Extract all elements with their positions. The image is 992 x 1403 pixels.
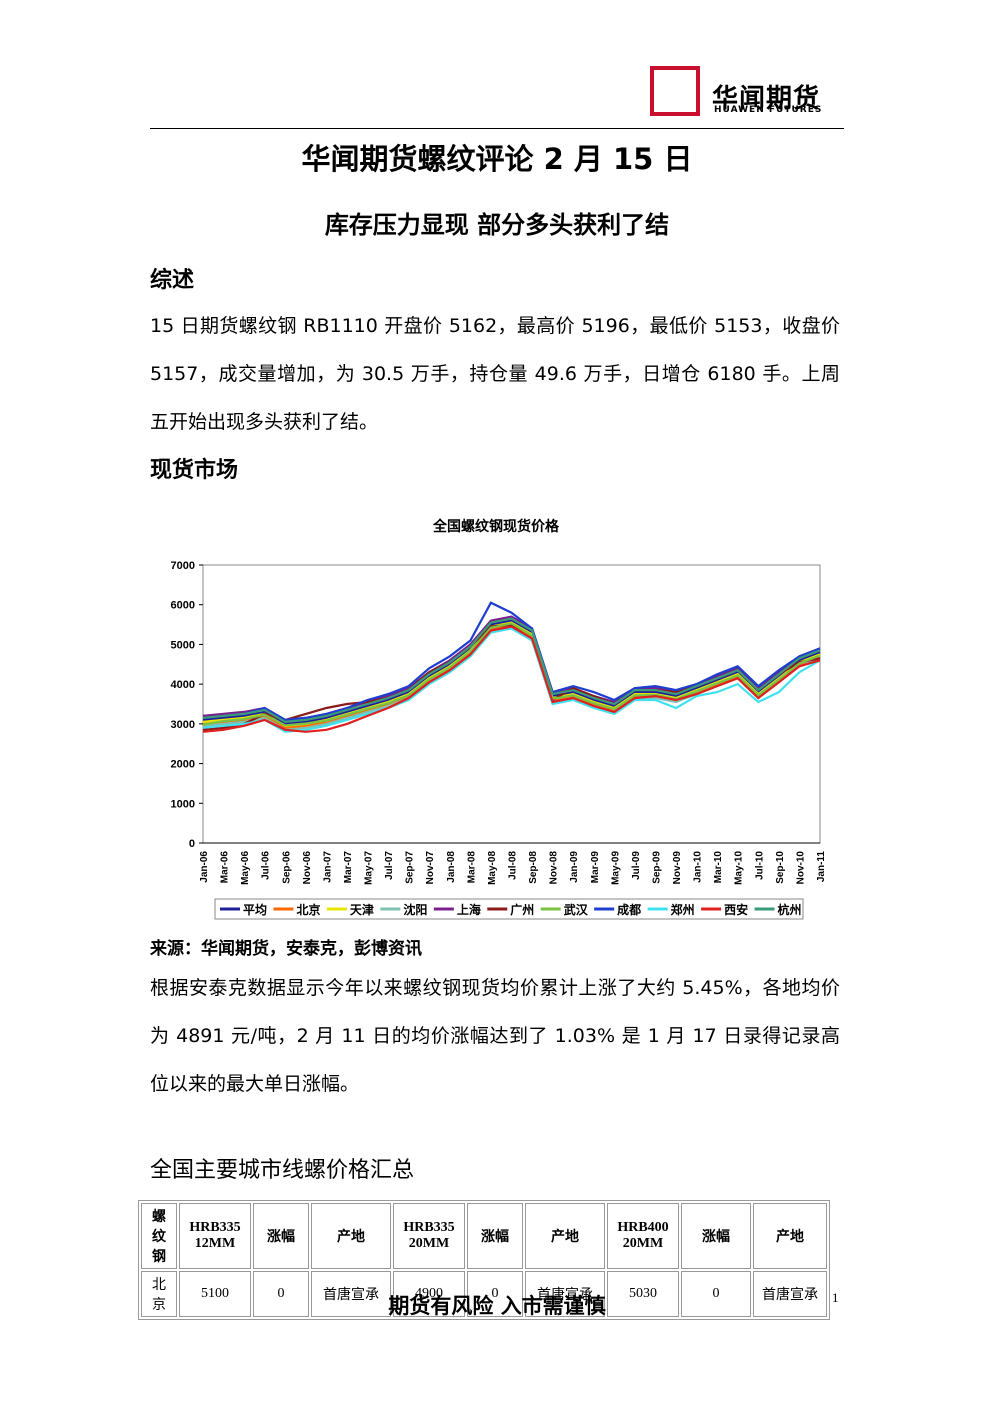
series-line <box>202 619 821 726</box>
series-line <box>202 601 821 722</box>
y-tick-label: 5000 <box>171 639 195 651</box>
x-tick-label: Jan-11 <box>816 851 827 883</box>
x-tick-label: Jul-07 <box>384 851 395 880</box>
legend-label: 平均 <box>243 902 267 917</box>
table-cell: 产地 <box>753 1203 827 1269</box>
table-cell: 产地 <box>525 1203 605 1269</box>
plot-area <box>202 564 821 844</box>
logo-subtext: HUAWEN FUTURES <box>714 105 823 115</box>
x-tick-label: Mar-07 <box>343 851 354 884</box>
heading: 现货市场 <box>150 458 239 483</box>
table-cell: 4900 <box>393 1271 465 1317</box>
series-line <box>202 627 821 733</box>
x-tick-label: Mar-06 <box>220 851 231 884</box>
legend-label: 天津 <box>350 902 374 917</box>
table-cell: HRB400 20MM <box>607 1203 679 1269</box>
table-cell: 0 <box>253 1271 309 1317</box>
legend-label: 杭州 <box>778 902 802 917</box>
subtitle: 库存压力显现 部分多头获利了结 <box>324 211 670 239</box>
paragraph: 根据安泰克数据显示今年以来螺纹钢现货均价累计上涨了大约 5.45%，各地均价为 … <box>150 977 840 1095</box>
x-tick-label: May-09 <box>610 851 621 885</box>
table-cell: 产地 <box>311 1203 391 1269</box>
table-cell: HRB335 12MM <box>179 1203 251 1269</box>
logo-icon <box>650 66 700 116</box>
heading: 综述 <box>150 268 195 293</box>
legend-box <box>214 898 804 920</box>
series-line <box>202 622 821 727</box>
source: 来源：华闻期货，安泰克，彭博资讯 <box>150 939 422 959</box>
x-tick-label: Mar-10 <box>713 851 724 884</box>
x-tick-label: Sep-07 <box>405 851 416 884</box>
heading: 全国主要城市线螺价格汇总 <box>150 1158 415 1183</box>
y-tick-label: 0 <box>189 838 195 850</box>
legend-label: 北京 <box>296 902 320 917</box>
x-tick-label: Jan-08 <box>446 851 457 883</box>
x-tick-label: Jan-10 <box>693 851 704 883</box>
x-tick-label: May-07 <box>364 851 375 885</box>
x-tick-label: May-10 <box>734 851 745 885</box>
table-cell: 首唐宣承 <box>311 1271 391 1317</box>
y-tick-label: 6000 <box>171 600 195 612</box>
x-tick-label: Jan-07 <box>322 851 333 883</box>
chart-title: 全国螺纹钢现货价格 <box>432 518 560 534</box>
table-row: 北京 5100 0 首唐宣承 4900 0 首唐宣承 5030 0 首唐宣承 <box>141 1271 827 1317</box>
y-tick-label: 3000 <box>171 719 195 731</box>
y-tick-label: 2000 <box>171 759 195 771</box>
table-cell: 北京 <box>141 1271 177 1317</box>
x-tick-label: Jul-10 <box>754 851 765 880</box>
table-cell: 0 <box>467 1271 523 1317</box>
x-tick-label: Sep-09 <box>651 851 662 884</box>
legend-label: 西安 <box>724 902 748 917</box>
x-tick-label: Sep-08 <box>528 851 539 884</box>
table-cell: 首唐宣承 <box>753 1271 827 1317</box>
table-cell: 0 <box>681 1271 751 1317</box>
y-tick-label: 7000 <box>171 560 195 572</box>
x-tick-label: Nov-10 <box>795 851 806 885</box>
table-cell: 涨幅 <box>467 1203 523 1269</box>
chart: 全国螺纹钢现货价格 0 1000 2000 3000 4000 5000 6000 7000 Ja… <box>171 518 827 920</box>
y-tick-label: 1000 <box>171 798 195 810</box>
x-tick-label: Sep-06 <box>281 851 292 884</box>
x-tick-label: Jan-09 <box>569 851 580 883</box>
x-tick-label: May-08 <box>487 851 498 885</box>
table-cell: 5030 <box>607 1271 679 1317</box>
table-cell: 5100 <box>179 1271 251 1317</box>
legend-label: 广州 <box>510 902 534 917</box>
y-tick-label: 4000 <box>171 679 195 691</box>
price-table: 螺纹钢 HRB335 12MM 涨幅 产地 HRB335 20MM 涨幅 产地 HRB400 … <box>138 1200 830 1320</box>
legend-label: 沈阳 <box>403 902 427 917</box>
table-cell: 首唐宣承 <box>525 1271 605 1317</box>
legend-label: 上海 <box>457 902 481 917</box>
x-tick-label: Mar-09 <box>590 851 601 884</box>
x-tick-label: Jul-08 <box>508 851 519 880</box>
x-tick-label: Jan-06 <box>199 851 210 883</box>
legend-label: 成都 <box>617 902 641 917</box>
x-tick-label: May-06 <box>240 851 251 885</box>
x-tick-label: Mar-08 <box>466 851 477 884</box>
x-tick-label: Jul-09 <box>631 851 642 880</box>
x-tick-label: Nov-06 <box>302 851 313 885</box>
x-tick-label: Sep-10 <box>775 851 786 884</box>
x-tick-label: Jul-06 <box>261 851 272 880</box>
x-tick-label: Nov-07 <box>425 851 436 885</box>
table-cell: 涨幅 <box>253 1203 309 1269</box>
table-cell: 涨幅 <box>681 1203 751 1269</box>
title: 华闻期货螺纹评论 2 月 15 日 <box>301 142 693 176</box>
table-cell: HRB335 20MM <box>393 1203 465 1269</box>
legend-label: 武汉 <box>564 902 589 917</box>
logo-text: 华闻期货 <box>712 84 821 114</box>
legend-label: 郑州 <box>671 902 695 917</box>
table-row: 螺纹钢 HRB335 12MM 涨幅 产地 HRB335 20MM 涨幅 产地 HRB400 … <box>141 1203 827 1269</box>
table-cell: 螺纹钢 <box>141 1203 177 1269</box>
series-line <box>202 617 821 724</box>
page-number: 1 <box>832 1290 839 1305</box>
header-rule <box>150 128 844 129</box>
x-tick-label: Nov-08 <box>549 851 560 885</box>
x-tick-label: Nov-09 <box>672 851 683 885</box>
series-line <box>202 625 821 733</box>
paragraph: 15 日期货螺纹钢 RB1110 开盘价 5162，最高价 5196，最低价 5… <box>150 315 840 433</box>
footer: 期货有风险 入市需谨慎 <box>388 1294 606 1318</box>
